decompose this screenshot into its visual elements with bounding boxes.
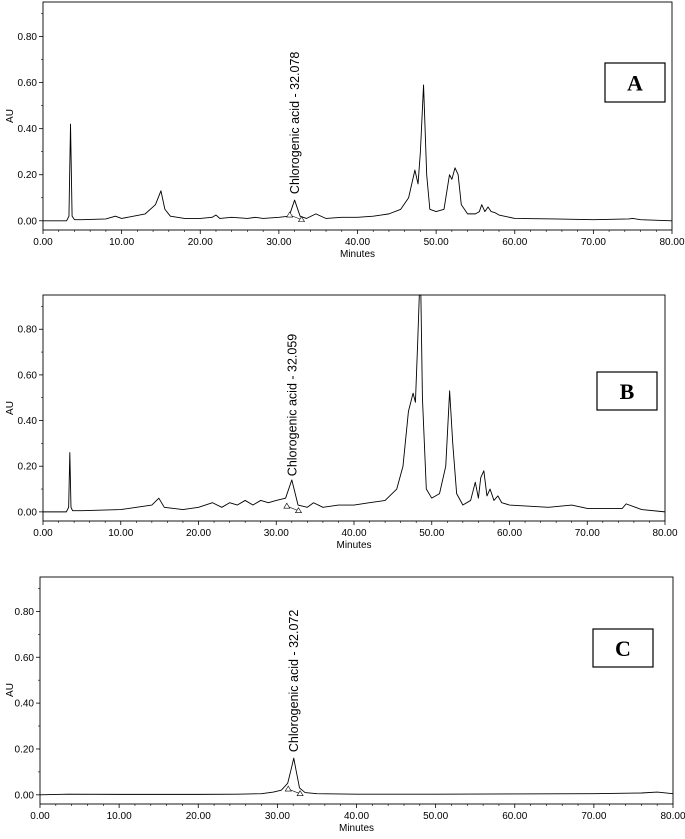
- chart-panel-a: 0.00 10.00 20.00 30.00 40.00 50.00 60.00 70.00 8…: [5, 1, 685, 260]
- y-tick-label: 0.20: [18, 170, 38, 181]
- x-tick-label: 0.00: [33, 237, 53, 248]
- x-tick-label: 30.00: [264, 528, 289, 539]
- y-axis-title: AU: [5, 401, 16, 415]
- peak-marker: [286, 211, 294, 218]
- peak-marker: [284, 785, 292, 792]
- y-tick-label: 0.80: [18, 32, 38, 43]
- x-tick-label: 70.00: [581, 811, 606, 822]
- chromatogram-trace: [39, 757, 674, 796]
- panel-label: C: [615, 636, 631, 661]
- x-tick-label: 50.00: [424, 237, 449, 248]
- x-tick-label: 20.00: [186, 811, 211, 822]
- chromatogram-trace: [43, 294, 666, 513]
- x-tick-label: 80.00: [652, 528, 677, 539]
- x-tick-label: 0.00: [30, 811, 50, 822]
- y-tick-label: 0.20: [15, 744, 35, 755]
- x-tick-label: 20.00: [186, 528, 211, 539]
- y-tick-label: 0.40: [18, 416, 38, 427]
- chromatogram-trace: [43, 84, 673, 222]
- y-tick-label: 0.00: [15, 790, 35, 801]
- x-tick-label: 70.00: [575, 528, 600, 539]
- y-tick-label: 0.60: [18, 78, 38, 89]
- y-tick-label: 0.80: [18, 325, 38, 336]
- x-tick-label: 0.00: [33, 528, 53, 539]
- x-tick-label: 30.00: [266, 237, 291, 248]
- y-tick-label: 0.40: [15, 699, 35, 710]
- x-axis-title: Minutes: [339, 823, 374, 834]
- x-tick-label: 30.00: [265, 811, 290, 822]
- x-axis-title: Minutes: [336, 540, 371, 551]
- panel-label-box: [592, 628, 654, 668]
- panel-label-box: [604, 62, 666, 103]
- plot-frame: [42, 1, 673, 231]
- y-axis-title: AU: [5, 683, 16, 697]
- plot-frame: [39, 576, 674, 805]
- peak-marker: [294, 507, 303, 514]
- x-tick-label: 10.00: [109, 237, 134, 248]
- y-axis-title: AU: [5, 109, 16, 123]
- x-tick-label: 80.00: [659, 237, 684, 248]
- x-tick-label: 40.00: [341, 528, 366, 539]
- x-tick-label: 40.00: [345, 237, 370, 248]
- x-tick-label: 10.00: [107, 811, 132, 822]
- x-tick-label: 50.00: [423, 811, 448, 822]
- x-tick-label: 50.00: [419, 528, 444, 539]
- panel-label: A: [627, 71, 643, 96]
- peak-annotation: Chlorogenic acid - 32.072: [287, 610, 301, 752]
- y-tick-label: 0.60: [18, 370, 38, 381]
- y-tick-label: 0.80: [15, 607, 35, 618]
- peak-marker: [297, 216, 306, 222]
- x-tick-label: 20.00: [188, 237, 213, 248]
- x-tick-label: 80.00: [660, 811, 685, 822]
- x-tick-label: 60.00: [502, 811, 527, 822]
- x-tick-label: 70.00: [581, 237, 606, 248]
- peak-marker: [296, 790, 304, 796]
- peak-marker: [283, 502, 291, 509]
- y-tick-label: 0.00: [18, 216, 38, 227]
- plot-frame: [42, 294, 666, 522]
- x-tick-label: 60.00: [502, 237, 527, 248]
- y-tick-label: 0.20: [18, 462, 38, 473]
- panel-label-box: [596, 371, 658, 411]
- y-tick-label: 0.00: [18, 507, 38, 518]
- y-tick-label: 0.40: [18, 124, 38, 135]
- x-tick-label: 60.00: [497, 528, 522, 539]
- chart-panel-b: 0.00 10.00 20.00 30.00 40.00 50.00 60.00 70.00 8…: [5, 294, 678, 551]
- peak-annotation: Chlorogenic acid - 32.059: [285, 334, 299, 476]
- x-tick-label: 10.00: [108, 528, 133, 539]
- panel-label: B: [620, 379, 635, 404]
- y-tick-label: 0.60: [15, 653, 35, 664]
- chart-panel-c: 0.00 10.00 20.00 30.00 40.00 50.00 60.00 70.00 8…: [5, 576, 685, 834]
- x-axis-title: Minutes: [340, 249, 375, 260]
- x-tick-label: 40.00: [344, 811, 369, 822]
- peak-annotation: Chlorogenic acid - 32.078: [288, 52, 302, 194]
